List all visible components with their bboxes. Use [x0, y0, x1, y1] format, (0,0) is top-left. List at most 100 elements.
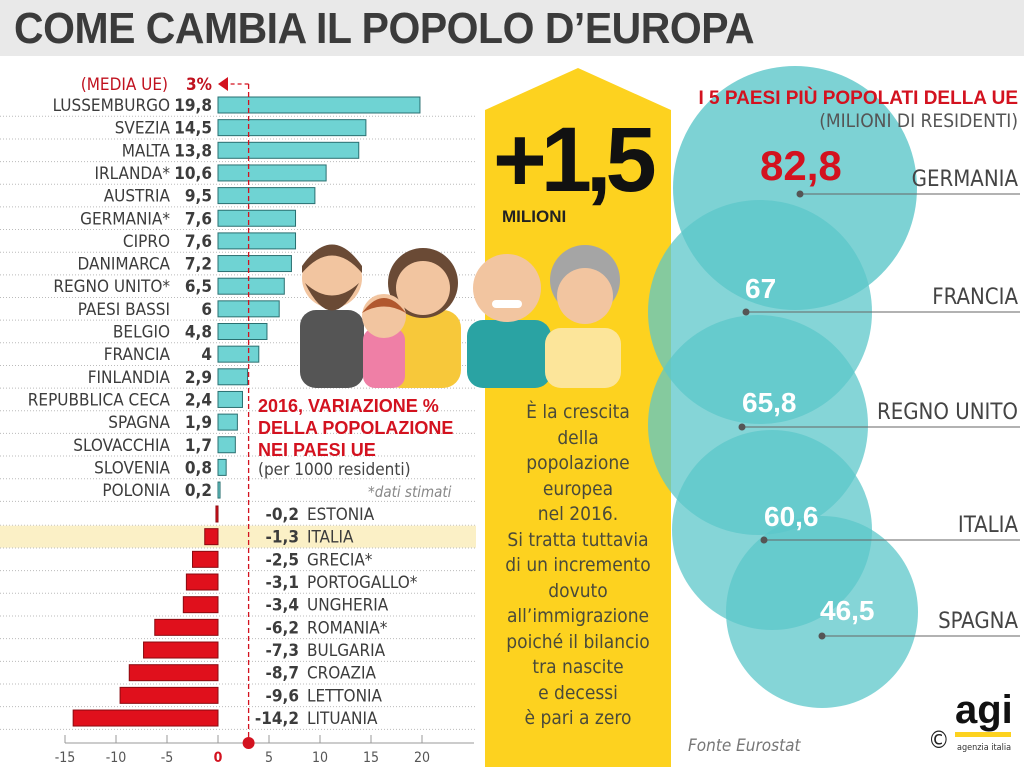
- value-label: -9,6: [266, 686, 299, 706]
- description-line: europea: [542, 477, 614, 500]
- value-label: 4: [201, 345, 212, 365]
- bar-ungheria: [182, 596, 219, 614]
- x-tick-label: 5: [265, 750, 273, 766]
- bar-italia: [204, 528, 219, 546]
- country-name: GERMANIA: [912, 167, 1019, 192]
- eu-average-value: 3%: [186, 75, 212, 95]
- description-line: dovuto: [548, 579, 608, 602]
- category-label: MALTA: [122, 141, 171, 161]
- leader-dot: [742, 308, 750, 316]
- category-label: POLONIA: [102, 481, 170, 501]
- description-line: è pari a zero: [524, 707, 632, 729]
- bar-grecia-: [192, 550, 219, 568]
- category-label: PORTOGALLO*: [307, 573, 418, 593]
- value-label: 7,6: [185, 209, 212, 229]
- value-label: 7,2: [185, 255, 212, 275]
- logo-bar: [955, 732, 1011, 737]
- category-label: GRECIA*: [307, 550, 373, 570]
- category-label: GERMANIA*: [80, 209, 170, 229]
- category-label: SVEZIA: [115, 119, 171, 139]
- eu-average-marker: [242, 737, 255, 749]
- page-title: COME CAMBIA IL POPOLO D’EUROPA: [14, 4, 755, 53]
- bar-polonia: [217, 481, 221, 499]
- growth-unit: MILIONI: [502, 207, 567, 226]
- category-label: IRLANDA*: [94, 164, 170, 184]
- value-label: 13,8: [174, 141, 212, 161]
- man-beard: [305, 283, 359, 311]
- value-label: -0,2: [266, 505, 299, 525]
- category-label: AUSTRIA: [104, 187, 171, 207]
- value-label: 19,8: [174, 96, 212, 116]
- category-label: DANIMARCA: [78, 255, 171, 275]
- leader-dot: [738, 423, 746, 431]
- leader-dot: [818, 632, 826, 640]
- country-value: 67: [745, 273, 776, 304]
- description-line: poiché il bilancio: [506, 630, 650, 653]
- woman-head: [396, 261, 450, 315]
- bar-spagna: [217, 413, 238, 431]
- bar-portogallo-: [185, 573, 219, 591]
- grandpa-head: [473, 254, 541, 322]
- category-label: REPUBBLICA CECA: [28, 390, 171, 410]
- bar-austria: [217, 187, 316, 205]
- x-tick-label: 0: [214, 750, 223, 766]
- highlight-row: [0, 525, 476, 548]
- agi-logo: agi: [955, 688, 1013, 732]
- arrow-left-icon: [218, 77, 228, 91]
- estimate-note: *dati stimati: [368, 483, 452, 501]
- bar-finlandia: [217, 368, 249, 386]
- leader-dot: [796, 190, 804, 198]
- value-label: 10,6: [174, 164, 212, 184]
- logo-tagline: agenzia italia: [957, 743, 1012, 753]
- x-tick-label: -10: [106, 750, 127, 766]
- category-label: BELGIO: [113, 323, 170, 343]
- category-label: CROAZIA: [307, 664, 376, 684]
- bar-bulgaria: [143, 641, 219, 659]
- leader-dot: [760, 536, 768, 544]
- value-label: -14,2: [255, 709, 299, 729]
- bar-lituania: [72, 709, 219, 727]
- bar-belgio: [217, 323, 268, 340]
- description-line: della: [557, 426, 599, 449]
- bar-svezia: [217, 119, 367, 137]
- value-label: 6,5: [185, 277, 212, 297]
- value-label: 0,8: [185, 458, 212, 478]
- description-line: Si tratta tuttavia: [507, 528, 649, 551]
- value-label: 2,9: [185, 368, 212, 388]
- growth-description: È la crescita della popolazione europea nel …: [485, 400, 671, 732]
- country-name: ITALIA: [958, 513, 1019, 538]
- bar-malta: [217, 141, 360, 159]
- bar-lussemburgo: [217, 96, 421, 114]
- country-name: FRANCIA: [932, 285, 1018, 310]
- category-label: FRANCIA: [104, 345, 171, 365]
- value-label: -3,4: [266, 596, 299, 616]
- description-line: all’immigrazione: [506, 605, 650, 627]
- grandpa-body: [467, 320, 551, 388]
- x-tick-label: 20: [414, 750, 430, 766]
- bar-slovenia: [217, 458, 227, 476]
- category-label: FINLANDIA: [88, 368, 171, 388]
- category-label: PAESI BASSI: [78, 300, 170, 320]
- copyright-icon: ©: [928, 726, 950, 754]
- bar-slovacchia: [217, 436, 236, 454]
- description-line: di un incremento: [505, 554, 651, 576]
- category-label: ESTONIA: [307, 505, 375, 525]
- category-label: CIPRO: [123, 232, 170, 252]
- yellow-house-shape: [485, 68, 671, 767]
- value-label: -6,2: [266, 618, 299, 638]
- category-label: SLOVENIA: [94, 458, 170, 478]
- description-line: È la crescita: [526, 401, 630, 423]
- grandma-head: [557, 268, 613, 324]
- country-value: 82,8: [760, 142, 842, 189]
- bar-cipro: [217, 232, 297, 250]
- country-value: 46,5: [820, 595, 875, 626]
- bar-regno-unito-: [217, 277, 285, 295]
- girl-body: [363, 328, 405, 388]
- bar-estonia: [215, 505, 219, 523]
- country-name: SPAGNA: [938, 609, 1018, 634]
- source-note: Fonte Eurostat: [688, 736, 801, 756]
- grandma-body: [545, 328, 621, 388]
